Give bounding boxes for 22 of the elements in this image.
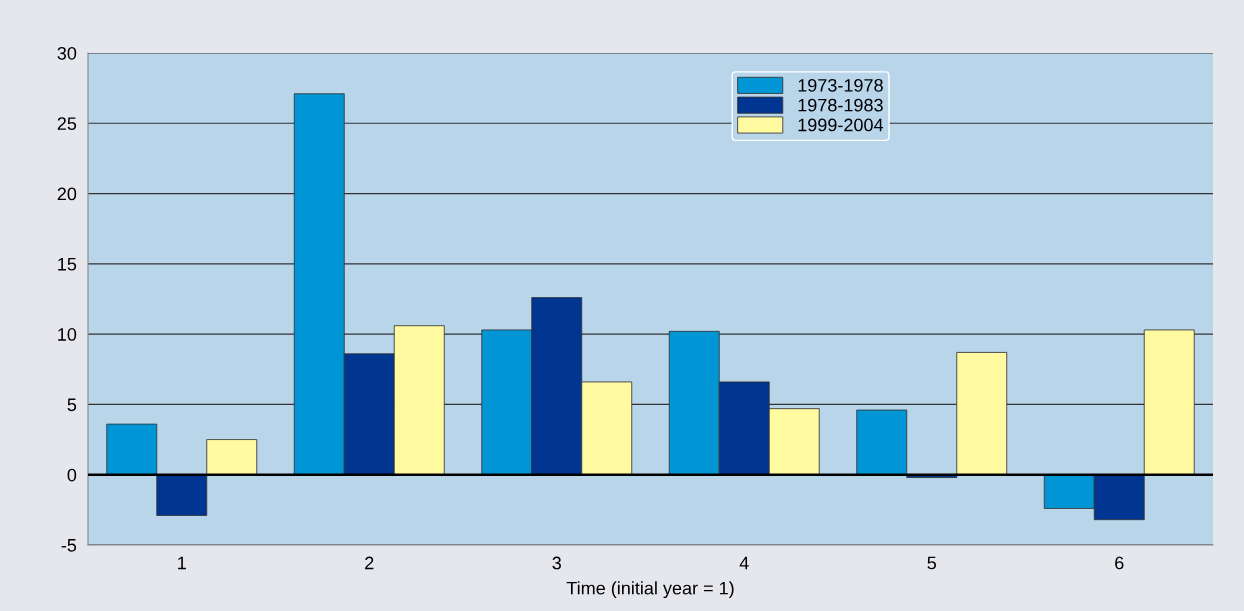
legend-label: 1973-1978 — [798, 78, 883, 92]
bar — [206, 439, 258, 476]
bar — [156, 474, 208, 516]
x-tick-label: 2 — [365, 556, 374, 570]
bar — [106, 423, 158, 476]
x-tick-label: 5 — [927, 556, 937, 570]
y-tick-label: 10 — [58, 328, 77, 341]
y-tick-label: 30 — [57, 46, 77, 60]
y-tick-label: 25 — [57, 117, 77, 131]
legend-label: 1999-2004 — [798, 118, 884, 132]
bar — [856, 409, 908, 476]
x-tick-label: 3 — [552, 556, 561, 570]
x-tick-label: 1 — [178, 556, 186, 570]
x-tick-label: 4 — [739, 556, 749, 570]
x-axis-title: Time (initial year = 1) — [566, 581, 734, 599]
y-tick-label: 15 — [58, 257, 77, 271]
y-tick-label: 20 — [57, 187, 77, 201]
x-tick-label: 6 — [1115, 556, 1124, 570]
legend-label: 1978-1983 — [798, 98, 883, 112]
y-tick-label: -5 — [61, 539, 77, 552]
y-tick-label: 0 — [67, 468, 77, 482]
y-tick-label: 5 — [67, 398, 77, 412]
